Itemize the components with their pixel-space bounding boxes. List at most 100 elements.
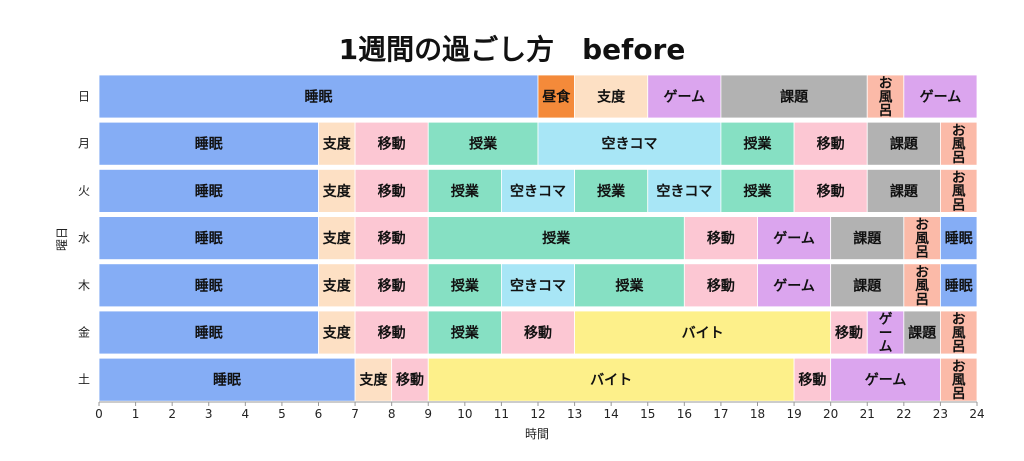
- day-label: 日: [78, 90, 90, 104]
- segment-label: 授業: [451, 277, 480, 294]
- segment-label: 移動: [798, 372, 826, 389]
- segment-bar: [720, 74, 868, 119]
- x-tick-label: 8: [388, 407, 396, 421]
- segment-label: 支度: [322, 230, 352, 247]
- segment-bar: [501, 168, 575, 213]
- x-tick-label: 6: [315, 407, 323, 421]
- segment-label: 課題: [853, 277, 882, 294]
- day-label: 土: [78, 373, 90, 387]
- segment-label: 睡眠: [195, 326, 223, 342]
- segment-bar: [537, 121, 722, 166]
- segment-bar: [98, 357, 356, 402]
- segment-label: お風呂: [952, 123, 966, 166]
- day-label: 金: [78, 325, 90, 340]
- segment-bar: [574, 263, 685, 308]
- segment-bar: [318, 121, 356, 166]
- segment-bar: [903, 263, 941, 308]
- segment-bar: [793, 168, 868, 213]
- segment-label: 授業: [542, 230, 571, 247]
- segment-bar: [940, 216, 978, 261]
- x-tick-label: 10: [457, 407, 472, 421]
- segment-label: ゲーム: [865, 372, 907, 389]
- segment-label: ゲーム: [879, 311, 893, 355]
- segment-label: 睡眠: [213, 373, 241, 389]
- segment-bar: [866, 168, 941, 213]
- segment-bar: [866, 310, 905, 355]
- segment-bar: [98, 263, 319, 308]
- segment-label: 睡眠: [305, 90, 333, 106]
- segment-label: お風呂: [952, 359, 966, 402]
- segment-bar: [720, 168, 795, 213]
- segment-bar: [98, 121, 319, 166]
- segment-label: 移動: [378, 277, 406, 294]
- segment-label: 移動: [817, 183, 845, 200]
- segment-label: 睡眠: [195, 231, 223, 247]
- segment-label: ゲーム: [664, 89, 706, 106]
- x-tick-label: 21: [860, 407, 875, 421]
- segment-label: お風呂: [952, 312, 966, 355]
- segment-bar: [391, 357, 429, 402]
- segment-label: 移動: [524, 325, 552, 342]
- segment-bar: [318, 168, 356, 213]
- segment-bar: [427, 168, 502, 213]
- segment-bar: [354, 310, 429, 355]
- segment-bar: [537, 74, 575, 119]
- segment-bar: [720, 121, 795, 166]
- segment-label: 支度: [322, 136, 352, 153]
- segment-label: 授業: [451, 183, 480, 200]
- segment-label: 睡眠: [945, 231, 973, 247]
- x-tick-label: 16: [677, 407, 692, 421]
- x-tick-label: 20: [823, 407, 838, 421]
- x-tick-label: 15: [640, 407, 655, 421]
- segment-bar: [793, 357, 832, 402]
- segment-label: 授業: [744, 136, 773, 153]
- segment-label: 睡眠: [945, 278, 973, 294]
- segment-bar: [830, 310, 868, 355]
- segment-bar: [427, 310, 502, 355]
- segment-label: 移動: [835, 325, 863, 342]
- segment-bar: [940, 263, 978, 308]
- segment-bar: [318, 216, 356, 261]
- x-tick-label: 5: [278, 407, 286, 421]
- x-tick-label: 4: [242, 407, 250, 421]
- segment-label: 課題: [890, 183, 919, 200]
- day-row: 月 睡眠 支度 移動 授業 空きコマ 授業 移動 課題 お風呂: [78, 121, 978, 166]
- x-tick-label: 3: [205, 407, 213, 421]
- segment-bar: [98, 310, 319, 355]
- x-tick-label: 24: [969, 407, 984, 421]
- segment-bar: [354, 121, 429, 166]
- segment-label: 空きコマ: [510, 277, 566, 294]
- x-tick-label: 7: [351, 407, 359, 421]
- segment-bar: [866, 121, 941, 166]
- day-label: 月: [78, 137, 90, 151]
- segment-label: お風呂: [879, 76, 893, 119]
- segment-bar: [354, 216, 429, 261]
- segment-bar: [830, 263, 905, 308]
- segment-bar: [830, 357, 941, 402]
- segment-label: ゲーム: [920, 89, 962, 106]
- x-tick-label: 13: [567, 407, 582, 421]
- segment-bar: [866, 74, 905, 119]
- segment-label: 課題: [890, 136, 919, 153]
- day-row: 木 睡眠 支度 移動 授業 空きコマ 授業 移動 ゲーム 課題 お風呂 睡眠: [78, 263, 978, 308]
- segment-label: ゲーム: [773, 277, 815, 294]
- segment-bar: [903, 74, 978, 119]
- segment-label: 睡眠: [195, 137, 223, 153]
- x-tick-label: 23: [933, 407, 948, 421]
- day-row: 金 睡眠 支度 移動 授業 移動 バイト 移動 ゲーム 課題 お風呂: [78, 310, 978, 355]
- segment-bar: [903, 216, 941, 261]
- x-tick-label: 18: [750, 407, 765, 421]
- day-label: 水: [78, 231, 90, 245]
- segment-label: ゲーム: [773, 230, 815, 247]
- segment-bar: [354, 263, 429, 308]
- segment-label: 授業: [469, 136, 498, 153]
- day-label: 木: [78, 278, 90, 292]
- segment-bar: [318, 310, 356, 355]
- segment-label: 睡眠: [195, 184, 223, 200]
- segment-label: 空きコマ: [601, 136, 657, 153]
- segment-label: 授業: [744, 183, 773, 200]
- segment-label: 移動: [817, 136, 845, 153]
- segment-bar: [98, 74, 539, 119]
- segment-label: 課題: [908, 325, 937, 342]
